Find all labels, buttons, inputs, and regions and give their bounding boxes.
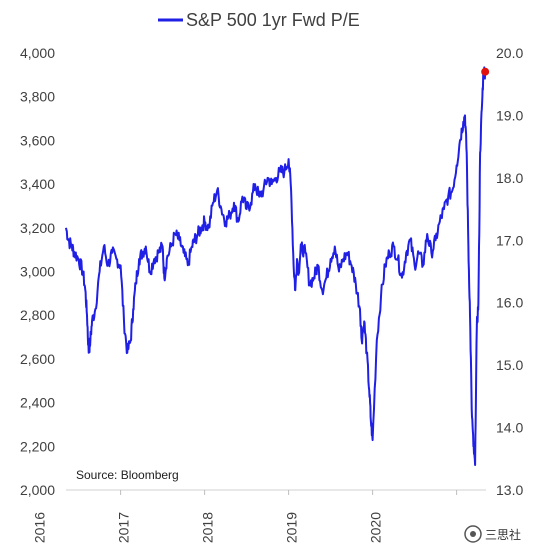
watermark: 三思社 [464, 525, 521, 543]
x-axis-tick-labels: 2016 2017 2018 2019 2020 [32, 512, 384, 543]
series-end-marker [481, 67, 490, 76]
left-tick-label: 2,200 [20, 438, 55, 454]
right-tick-label: 19.0 [496, 107, 523, 123]
left-tick-label: 3,400 [20, 176, 55, 192]
right-tick-label: 15.0 [496, 357, 523, 373]
chart-title: S&P 500 1yr Fwd P/E [186, 10, 360, 30]
left-axis-tick-labels: 2,000 2,200 2,400 2,600 2,800 3,000 3,200 3,400… [20, 45, 55, 498]
left-tick-label: 4,000 [20, 45, 55, 61]
x-tick-label: 2018 [200, 512, 216, 543]
right-tick-label: 14.0 [496, 420, 523, 436]
series-line [65, 66, 487, 466]
x-tick-label: 2017 [116, 512, 132, 543]
left-tick-label: 3,600 [20, 132, 55, 148]
left-tick-label: 2,400 [20, 395, 55, 411]
watermark-text: 三思社 [485, 527, 521, 542]
left-tick-label: 2,600 [20, 351, 55, 367]
right-tick-label: 16.0 [496, 295, 523, 311]
source-note: Source: Bloomberg [76, 468, 179, 482]
right-axis-tick-labels: 13.0 14.0 15.0 16.0 17.0 18.0 19.0 20.0 [496, 45, 523, 498]
x-tick-label: 2019 [284, 512, 300, 543]
right-tick-label: 17.0 [496, 232, 523, 248]
left-tick-label: 3,800 [20, 89, 55, 105]
x-axis-ticks [120, 490, 458, 495]
watermark-icon-dot [470, 531, 476, 537]
right-tick-label: 18.0 [496, 170, 523, 186]
left-tick-label: 3,200 [20, 220, 55, 236]
right-tick-label: 13.0 [496, 482, 523, 498]
left-tick-label: 3,000 [20, 264, 55, 280]
watermark-icon [464, 525, 482, 543]
right-tick-label: 20.0 [496, 45, 523, 61]
x-tick-label: 2016 [32, 512, 48, 543]
left-tick-label: 2,000 [20, 482, 55, 498]
left-tick-label: 2,800 [20, 307, 55, 323]
x-tick-label: 2020 [368, 512, 384, 543]
